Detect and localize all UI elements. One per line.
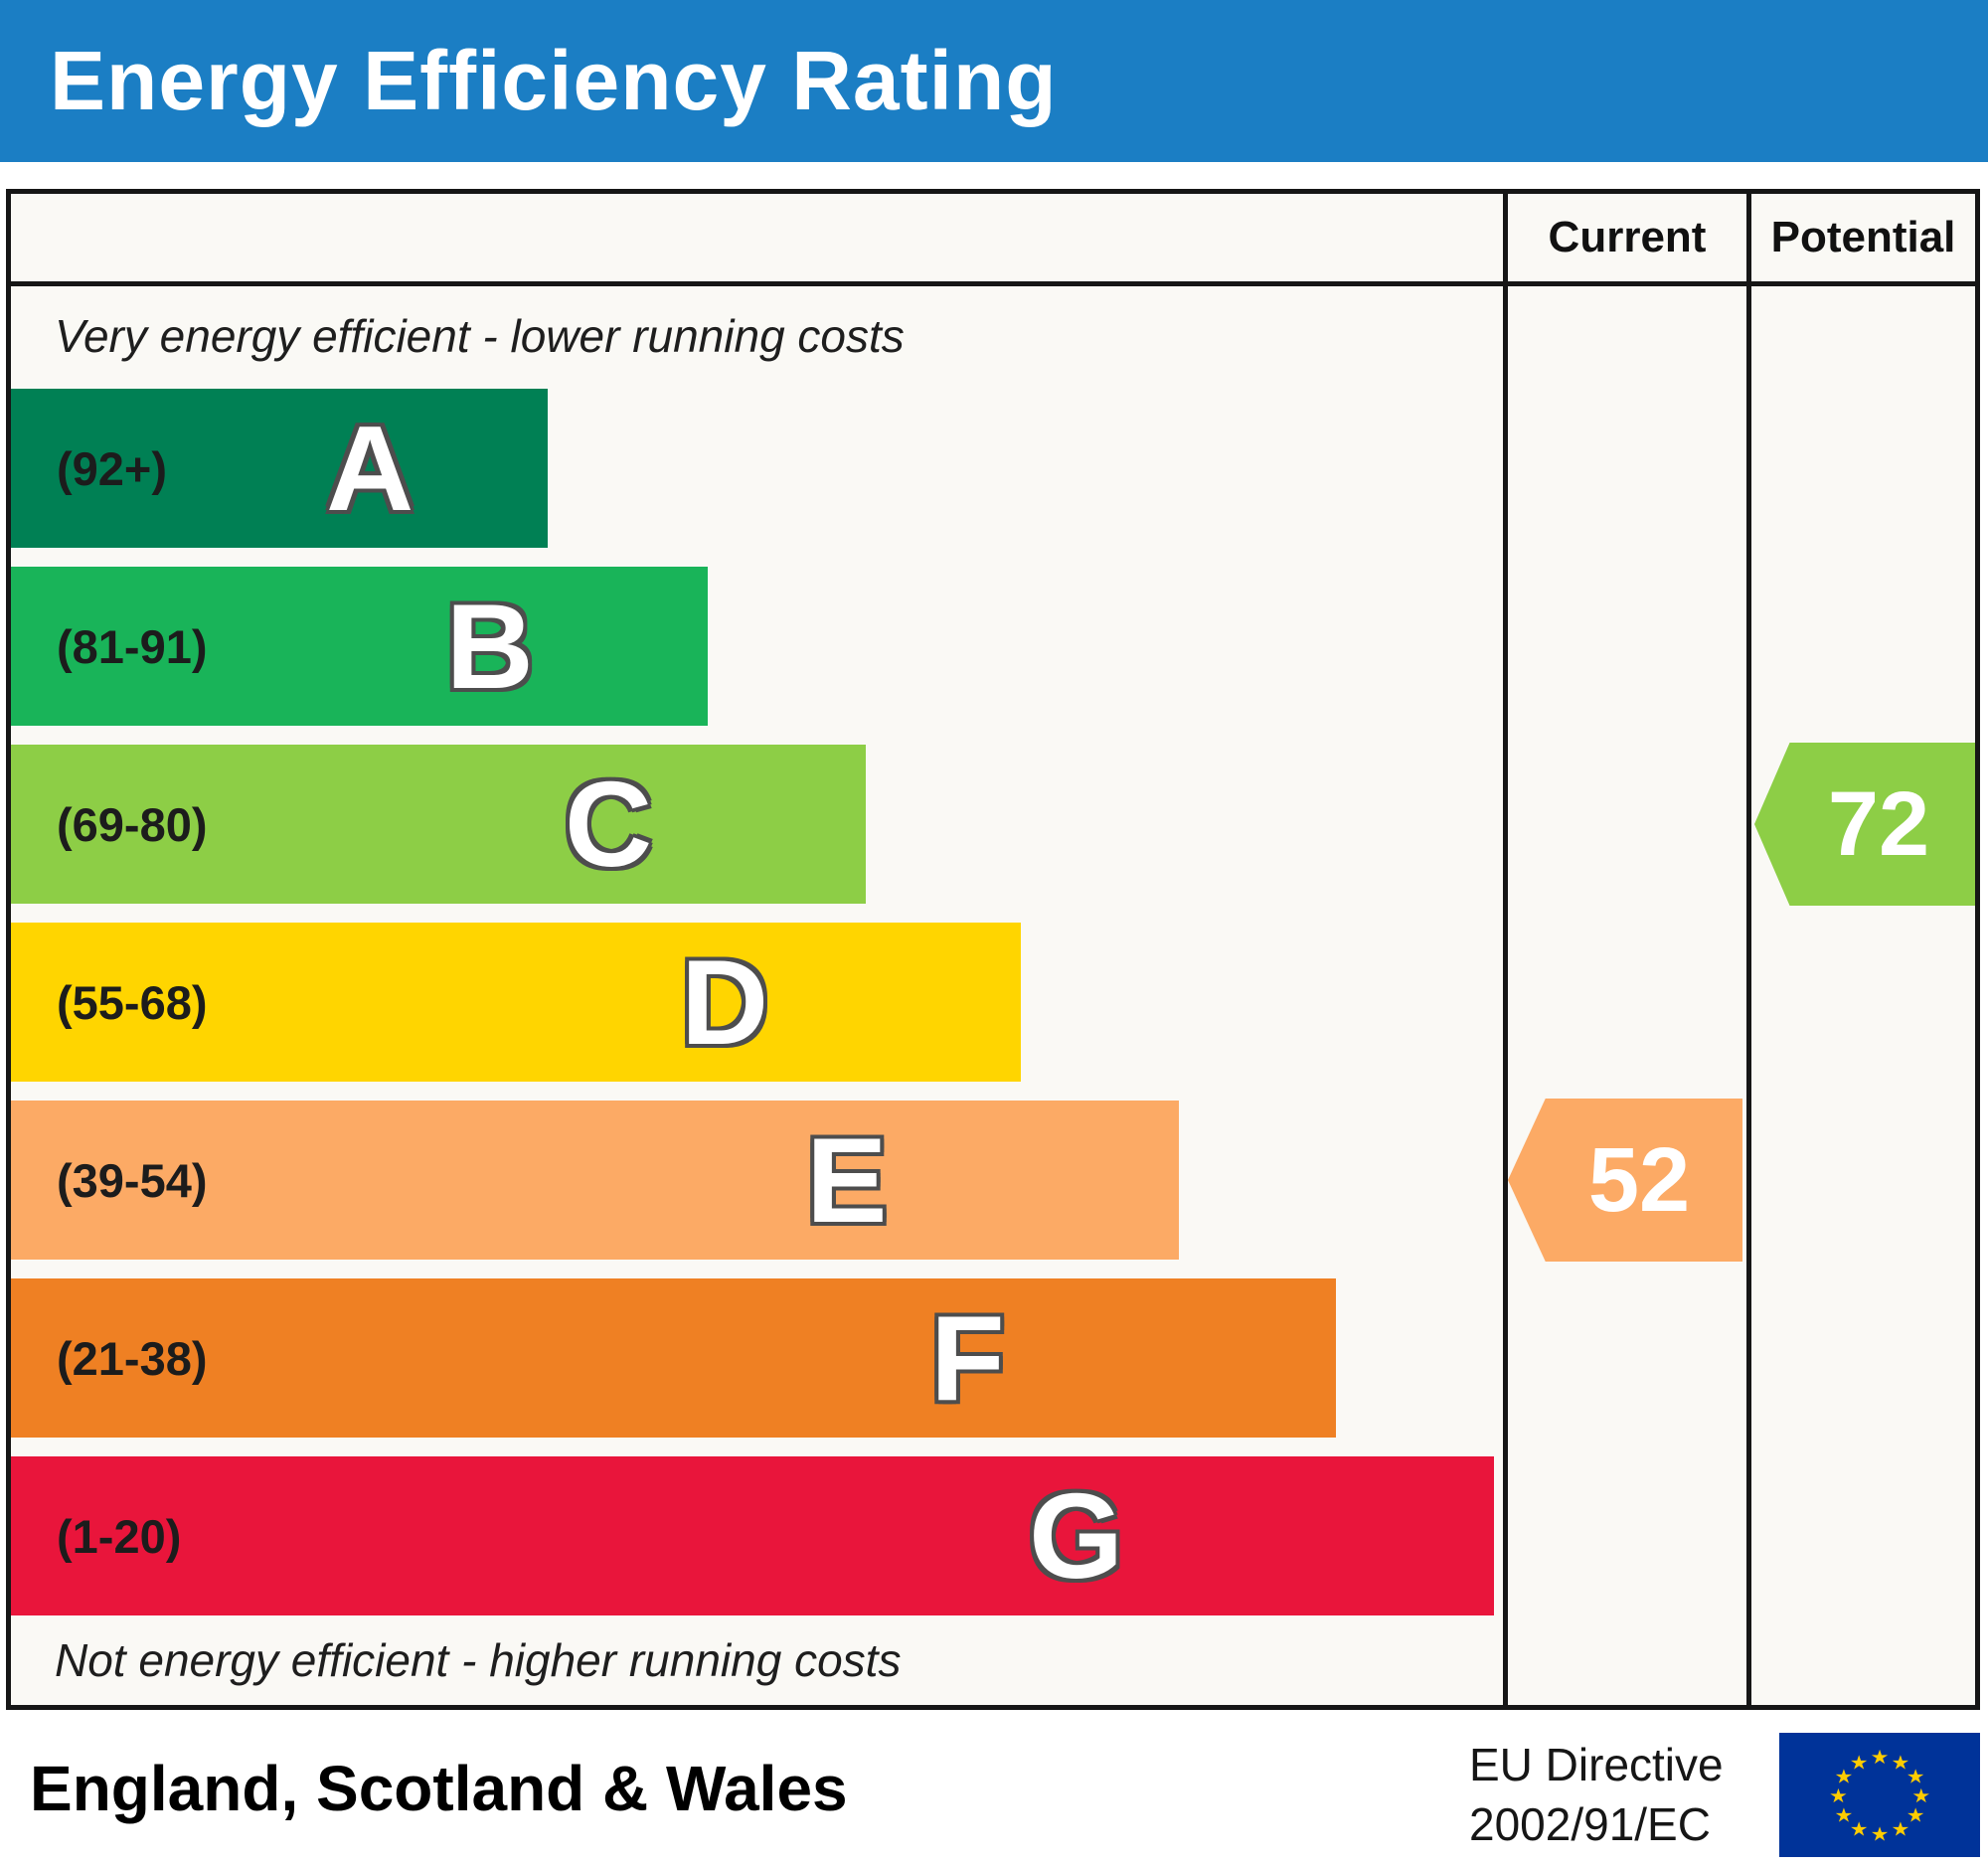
eu-directive-label: EU Directive 2002/91/EC xyxy=(1469,1736,1724,1855)
svg-text:★: ★ xyxy=(1911,1786,1930,1807)
band-letter: C xyxy=(564,757,653,892)
band-letter: G xyxy=(1029,1468,1123,1604)
header-divider-line xyxy=(11,281,1975,286)
current-rating-value: 52 xyxy=(1587,1128,1691,1231)
chart-title-bar: Energy Efficiency Rating xyxy=(0,0,1988,162)
band-letter: A xyxy=(326,401,414,536)
band-row-b: (81-91) B xyxy=(11,567,708,726)
current-rating-arrow: 52 xyxy=(1508,1099,1742,1262)
band-range-label: (69-80) xyxy=(57,797,208,851)
band-range-label: (1-20) xyxy=(57,1509,182,1563)
band-range-label: (21-38) xyxy=(57,1331,208,1385)
band-range-label: (39-54) xyxy=(57,1153,208,1207)
band-row-g: (1-20) G xyxy=(11,1456,1494,1615)
svg-text:★: ★ xyxy=(1906,1805,1925,1826)
svg-text:★: ★ xyxy=(1850,1819,1869,1840)
band-row-f: (21-38) F xyxy=(11,1278,1336,1438)
svg-text:★: ★ xyxy=(1835,1767,1854,1787)
eu-flag-svg: ★ ★ ★ ★ ★ ★ ★ ★ ★ ★ ★ ★ xyxy=(1779,1733,1980,1857)
band-letter: E xyxy=(806,1112,888,1248)
chart-frame: Current Potential Very energy efficient … xyxy=(6,189,1980,1710)
eu-flag-icon: ★ ★ ★ ★ ★ ★ ★ ★ ★ ★ ★ ★ xyxy=(1779,1733,1980,1857)
band-row-d: (55-68) D xyxy=(11,923,1022,1082)
svg-text:★: ★ xyxy=(1835,1805,1854,1826)
svg-text:★: ★ xyxy=(1829,1786,1848,1807)
current-column-header: Current xyxy=(1548,213,1707,261)
bands-area: (92+) A (81-91) B (69-80) C (55-68) D (3… xyxy=(11,194,1503,1705)
band-row-a: (92+) A xyxy=(11,389,549,548)
band-range-label: (92+) xyxy=(57,441,168,495)
potential-rating-value: 72 xyxy=(1827,772,1930,875)
current-column-divider xyxy=(1503,194,1508,1705)
band-row-e: (39-54) E xyxy=(11,1101,1180,1260)
band-letter: D xyxy=(681,934,769,1070)
band-letter: B xyxy=(445,579,534,714)
top-note: Very energy efficient - lower running co… xyxy=(55,310,905,362)
band-row-c: (69-80) C xyxy=(11,745,867,904)
chart-title: Energy Efficiency Rating xyxy=(50,34,1058,127)
svg-text:★: ★ xyxy=(1850,1753,1869,1774)
svg-text:★: ★ xyxy=(1871,1824,1890,1845)
band-letter: F xyxy=(930,1290,1005,1426)
region-label: England, Scotland & Wales xyxy=(30,1753,848,1824)
chart-footer: England, Scotland & Wales EU Directive 2… xyxy=(0,1710,1988,1867)
eu-directive-line1: EU Directive xyxy=(1469,1739,1724,1790)
bottom-note: Not energy efficient - higher running co… xyxy=(55,1634,902,1686)
svg-text:★: ★ xyxy=(1892,1753,1910,1774)
potential-rating-arrow: 72 xyxy=(1754,743,1975,906)
eu-directive-line2: 2002/91/EC xyxy=(1469,1797,1711,1850)
svg-text:★: ★ xyxy=(1906,1767,1925,1787)
band-range-label: (55-68) xyxy=(57,975,208,1029)
svg-text:★: ★ xyxy=(1892,1819,1910,1840)
potential-column-header: Potential xyxy=(1770,213,1956,261)
svg-text:★: ★ xyxy=(1871,1748,1890,1769)
potential-column-divider xyxy=(1746,194,1751,1705)
band-range-label: (81-91) xyxy=(57,619,208,673)
